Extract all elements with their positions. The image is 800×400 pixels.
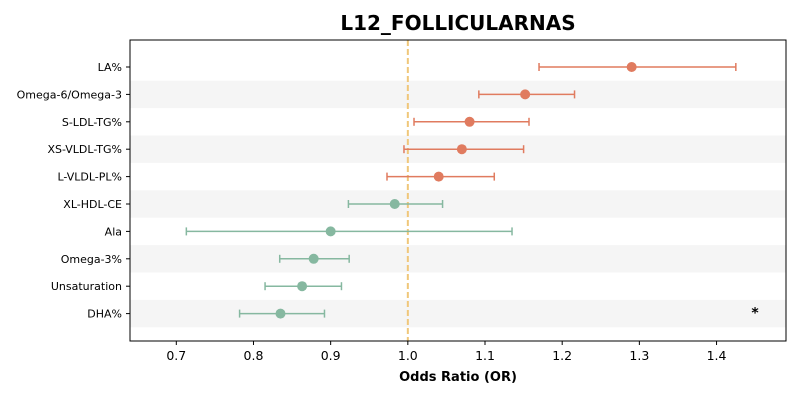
x-axis: 0.7 0.8 0.9 1.0 1.1 1.2 1.3 1.4 (166, 341, 727, 363)
y-tick-label: Omega-6/Omega-3 (17, 88, 122, 101)
x-tick-label: 0.9 (321, 348, 341, 363)
plot-frame (129, 39, 787, 342)
point-Unsaturation (297, 281, 308, 292)
x-tick-label: 1.3 (629, 348, 649, 363)
point-XL-HDL-CE (389, 199, 400, 209)
plot-marks: * (185, 62, 759, 322)
point-LA% (626, 62, 637, 72)
x-tick-label: 1.2 (552, 348, 572, 363)
row-bands (130, 80, 786, 328)
annotation-DHA%: * (751, 306, 759, 322)
row-band (130, 80, 786, 109)
y-tick-label: Omega-3% (61, 253, 122, 266)
y-axis-labels: LA% Omega-6/Omega-3 S-LDL-TG% XS-VLDL-TG% L-… (17, 61, 130, 321)
y-tick-label: DHA% (87, 308, 122, 321)
row-band (130, 190, 786, 218)
chart-title: L12_FOLLICULARNAS (340, 11, 575, 35)
y-tick-label: XS-VLDL-TG% (47, 143, 122, 156)
y-tick-label: LA% (98, 61, 122, 74)
point-Omega-3% (308, 253, 319, 264)
point-Omega-6/Omega-3 (520, 89, 531, 100)
row-band (130, 299, 786, 328)
x-tick-label: 0.7 (166, 348, 186, 363)
x-tick-label: 1.0 (398, 348, 418, 363)
point-Ala (325, 226, 336, 237)
x-tick-label: 1.1 (475, 348, 495, 363)
y-tick-label: L-VLDL-PL% (57, 171, 122, 184)
y-tick-label: XL-HDL-CE (63, 198, 122, 211)
y-tick-label: Unsaturation (51, 280, 122, 293)
x-tick-label: 1.4 (707, 348, 727, 363)
y-tick-label: Ala (105, 225, 122, 238)
point-L-VLDL-PL% (433, 171, 444, 182)
point-S-LDL-TG% (464, 116, 475, 127)
y-tick-label: S-LDL-TG% (62, 116, 122, 129)
point-DHA% (275, 308, 286, 319)
point-XS-VLDL-TG% (456, 144, 467, 155)
row-band (130, 245, 786, 273)
x-axis-title: Odds Ratio (OR) (399, 370, 517, 385)
x-tick-label: 0.8 (244, 348, 264, 363)
